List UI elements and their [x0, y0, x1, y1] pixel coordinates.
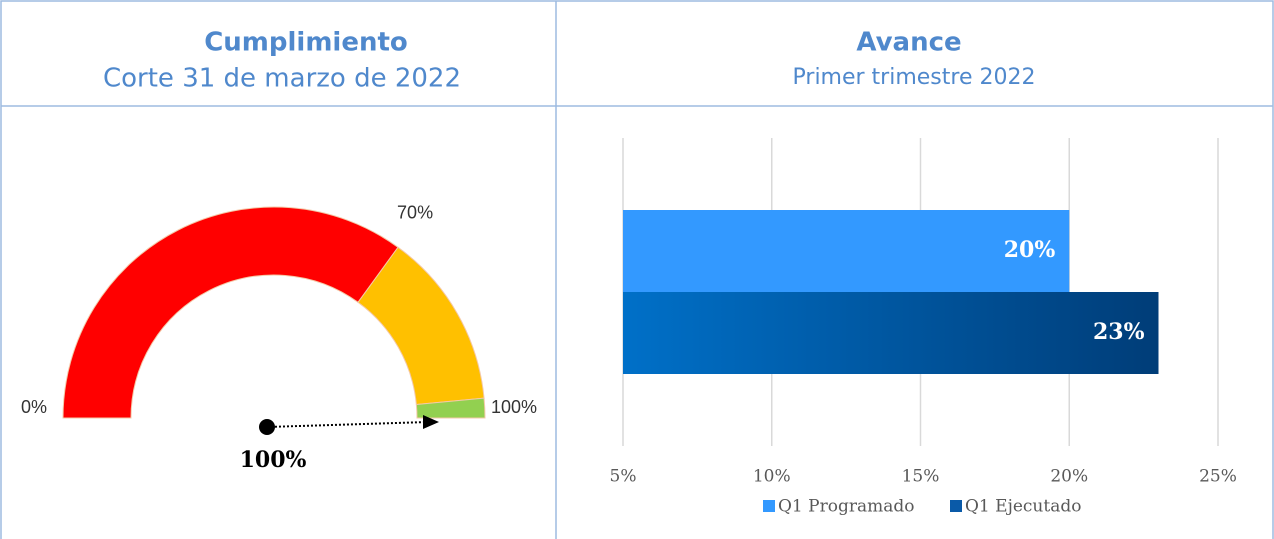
x-tick-label: 25%	[1199, 467, 1237, 487]
legend-label: Q1 Ejecutado	[965, 497, 1081, 517]
gauge-value-label: 100%	[240, 447, 307, 473]
needle	[266, 421, 428, 428]
needle-pivot	[259, 419, 275, 435]
gauge-tick-label: 70%	[397, 203, 433, 223]
gauge-title: Cumplimiento	[204, 28, 408, 58]
gauge-band	[415, 397, 486, 419]
gauge-band	[62, 206, 399, 419]
legend-swatch	[950, 500, 962, 512]
bar-value-label: 23%	[1093, 319, 1145, 345]
gauge-subtitle: Corte 31 de marzo de 2022	[103, 64, 461, 94]
x-tick-label: 15%	[902, 467, 940, 487]
bar-title: Avance	[856, 28, 961, 58]
x-tick-label: 20%	[1050, 467, 1088, 487]
gauge-tick-label: 0%	[21, 397, 47, 417]
legend-label: Q1 Programado	[778, 497, 914, 517]
legend-swatch	[763, 500, 775, 512]
bar	[623, 292, 1159, 374]
needle-head	[423, 415, 439, 429]
bar	[623, 210, 1070, 292]
x-tick-label: 10%	[753, 467, 791, 487]
gauge-tick-label: 100%	[491, 397, 537, 417]
bar-subtitle: Primer trimestre 2022	[793, 65, 1036, 90]
bar-value-label: 20%	[1004, 237, 1056, 263]
x-tick-label: 5%	[610, 467, 637, 487]
